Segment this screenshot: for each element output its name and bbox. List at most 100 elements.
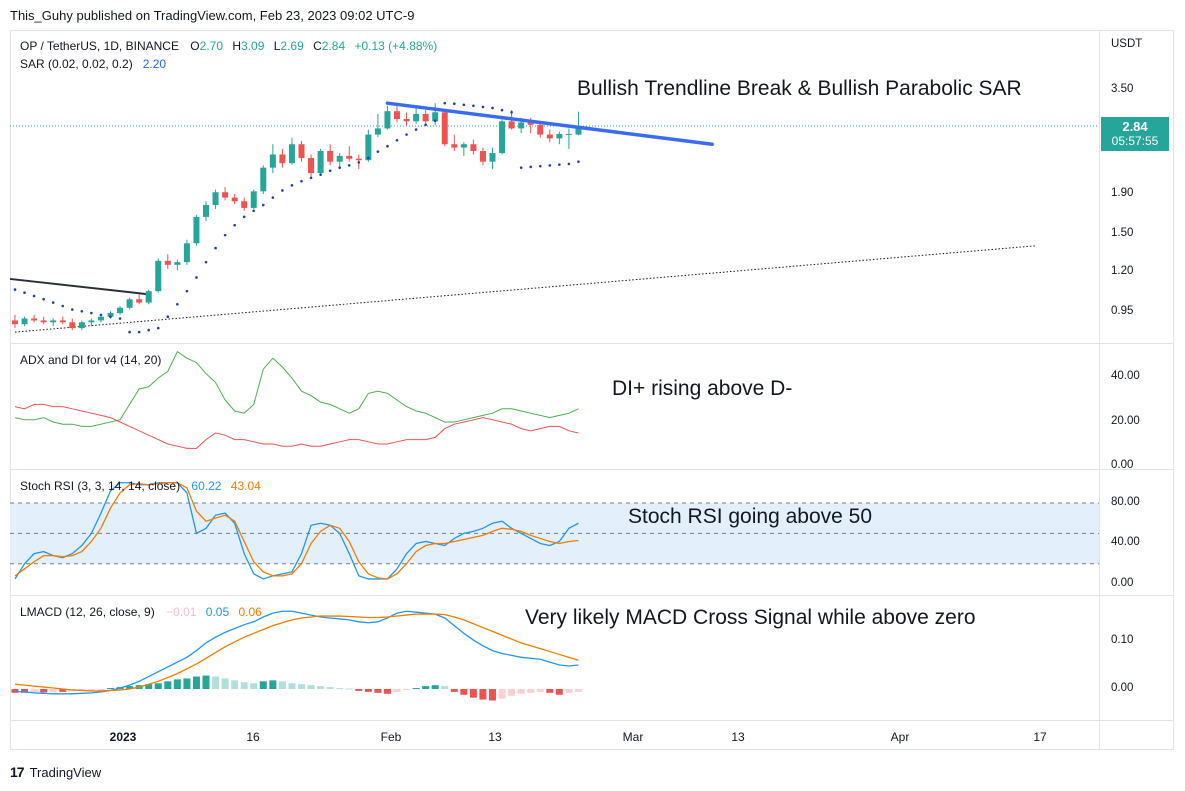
- macd-histogram-bar: [202, 675, 210, 689]
- sar-value: 2.20: [142, 57, 167, 71]
- pane-separator-macd[interactable]: [10, 595, 1174, 596]
- time-tick-apr: Apr: [890, 730, 910, 744]
- signal-line: [14, 613, 579, 692]
- pane-separator-stoch[interactable]: [10, 469, 1174, 470]
- sar-dot: [195, 276, 198, 279]
- candle-body: [489, 153, 496, 162]
- sar-dot: [23, 291, 26, 295]
- sar-dot: [32, 294, 36, 298]
- sar-dot: [481, 105, 485, 109]
- sar-dot: [147, 328, 150, 332]
- candle-body: [565, 133, 572, 135]
- ohlc-change: +0.13 (+4.88%): [354, 39, 438, 53]
- macd-histogram-bar: [498, 689, 506, 699]
- sar-dot: [51, 301, 55, 304]
- candle-body: [288, 144, 295, 164]
- macd-histogram-bar: [355, 689, 363, 691]
- annotation-trendline-break[interactable]: Bullish Trendline Break & Bullish Parabo…: [577, 77, 1022, 100]
- sar-dot: [443, 101, 447, 105]
- sar-dot: [357, 161, 361, 164]
- sar-dot: [214, 246, 217, 250]
- macd-line: [14, 610, 579, 695]
- sar-dot: [118, 317, 122, 320]
- macd-histogram-bar: [527, 689, 535, 693]
- macd-histogram-bar: [326, 687, 334, 689]
- macd-histogram-bar: [59, 689, 67, 692]
- macd-histogram-bar: [250, 683, 258, 689]
- sar-dot: [462, 103, 466, 107]
- candle-body: [88, 320, 95, 323]
- macd-histogram-bar: [221, 678, 229, 689]
- sar-legend[interactable]: SAR (0.02, 0.02, 0.2) 2.20: [20, 57, 166, 71]
- sar-dot: [90, 311, 93, 315]
- annotation-macd-cross[interactable]: Very likely MACD Cross Signal while abov…: [525, 606, 976, 629]
- macd-histogram-bar: [126, 686, 134, 689]
- stoch-d-line: [14, 482, 579, 580]
- macd-tick-010: 0.10: [1111, 634, 1134, 646]
- sar-dot: [223, 233, 227, 237]
- macd-histogram-bar: [393, 689, 401, 692]
- sar-dot: [519, 166, 523, 169]
- sar-dot: [510, 110, 513, 114]
- candle-body: [21, 318, 28, 325]
- symbol-label[interactable]: OP / TetherUS, 1D, BINANCE: [20, 39, 179, 53]
- tradingview-logo[interactable]: 17 TradingView: [10, 764, 101, 780]
- sar-dot: [386, 144, 389, 148]
- time-tick-2023: 2023: [109, 730, 137, 744]
- macd-histogram-bar: [412, 688, 420, 690]
- adx-label: ADX and DI for v4 (14, 20): [20, 353, 162, 367]
- annotation-stoch-rsi[interactable]: Stoch RSI going above 50: [628, 505, 873, 528]
- sar-dot: [61, 304, 65, 308]
- adx-legend[interactable]: ADX and DI for v4 (14, 20): [20, 353, 161, 367]
- candle-body: [327, 150, 334, 162]
- sar-dot: [338, 166, 342, 169]
- sar-dot: [80, 309, 84, 313]
- candle-body: [269, 154, 276, 168]
- sar-dot: [99, 313, 103, 317]
- candle-body: [279, 154, 286, 164]
- bar-countdown: 05:57:55: [1111, 134, 1159, 148]
- candle-body: [537, 124, 544, 135]
- lmacd-label: LMACD (12, 26, close, 9): [20, 605, 155, 619]
- macd-histogram-bar: [21, 689, 29, 693]
- sar-dot: [538, 164, 542, 168]
- sar-dot: [577, 160, 580, 163]
- sar-dot: [405, 133, 408, 136]
- candle-body: [183, 243, 190, 263]
- resistance-trendline: [9, 277, 149, 296]
- pane-separator-adx[interactable]: [10, 343, 1174, 344]
- price-tick-150: 1.50: [1111, 227, 1134, 239]
- stoch-legend[interactable]: Stoch RSI (3, 3, 14, 14, close) 60.22 43…: [20, 479, 261, 493]
- candle-body: [355, 158, 362, 161]
- stoch-label: Stoch RSI (3, 3, 14, 14, close): [20, 479, 181, 493]
- sar-dot: [166, 315, 170, 318]
- sar-dot: [529, 165, 532, 169]
- candle-body: [40, 320, 47, 323]
- sar-dot: [347, 164, 351, 167]
- macd-histogram-bar: [345, 688, 353, 690]
- sar-dot: [137, 330, 141, 334]
- breakout-trendline: [385, 101, 714, 146]
- price-tick-350: 3.50: [1111, 83, 1134, 95]
- macd-histogram-bar: [231, 680, 239, 689]
- stoch-tick-40: 40.00: [1111, 536, 1140, 548]
- chart-frame: [10, 30, 1174, 750]
- macd-histogram-bar: [240, 682, 248, 689]
- adx-tick-40: 40.00: [1111, 370, 1140, 382]
- price-tick-120: 1.20: [1111, 265, 1134, 277]
- sar-dot: [252, 209, 256, 213]
- sar-dot: [558, 163, 561, 166]
- di-minus-line: [14, 403, 579, 449]
- macd-histogram-bar: [555, 689, 563, 695]
- macd-histogram-bar: [336, 688, 344, 690]
- candle-body: [136, 299, 143, 303]
- macd-histogram-bar: [269, 680, 277, 689]
- lmacd-legend[interactable]: LMACD (12, 26, close, 9) −0.01 0.05 0.06: [20, 605, 262, 619]
- candle-body: [117, 307, 124, 314]
- main-legend: OP / TetherUS, 1D, BINANCE O2.70 H3.09 L…: [20, 39, 437, 53]
- sar-dot: [242, 215, 246, 219]
- macd-histogram-bar: [574, 689, 582, 692]
- annotation-di-rising[interactable]: DI+ rising above D-: [612, 377, 793, 400]
- sar-dot: [128, 330, 131, 334]
